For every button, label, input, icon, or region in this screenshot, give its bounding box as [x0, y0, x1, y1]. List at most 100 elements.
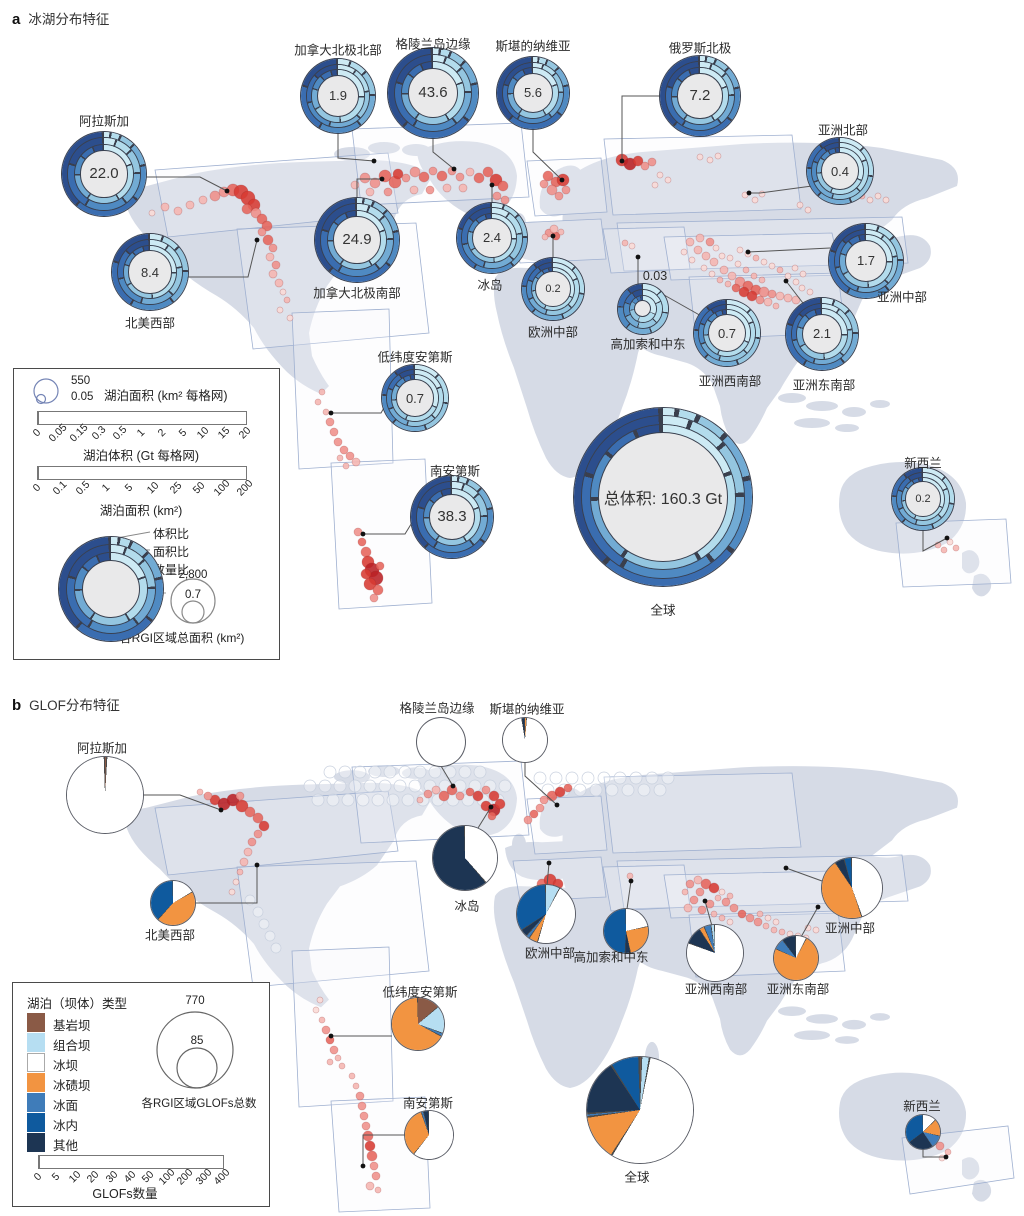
donut-ring-3: 8.4 [123, 245, 177, 299]
lake-dot [314, 398, 322, 406]
glof-dot [718, 888, 726, 896]
glof-dot [653, 783, 667, 797]
lake-dot [792, 278, 800, 286]
glof-dot [554, 786, 566, 798]
glof-dot [737, 909, 747, 919]
donut-can-arctic-n: 1.9 [301, 59, 375, 133]
donut-ring-2: 0.4 [812, 143, 868, 199]
donut-new-zealand: 0.2 [892, 468, 954, 530]
donut-ring-2: 8.4 [117, 239, 183, 305]
region-label-greenland: 格陵兰岛边缘 [395, 37, 471, 52]
pie-c-europe [517, 885, 575, 943]
lake-dot [758, 190, 766, 198]
glof-number-label: GLOFs数量 [92, 1187, 158, 1201]
lake-dot [758, 286, 770, 298]
lake-dot [428, 166, 438, 176]
glof-dot [311, 793, 325, 807]
dam-type-swatch-englacial [27, 1113, 45, 1132]
dam-type-swatch-bedrock [27, 1013, 45, 1032]
glof-dot [605, 783, 619, 797]
lake-dot [262, 234, 274, 246]
donut-low-andes: 0.7 [382, 365, 448, 431]
donut-center-value: 8.4 [128, 250, 172, 294]
lake-dot [455, 172, 465, 182]
pie-greenland [417, 718, 465, 766]
lake-dot [173, 206, 183, 216]
lake-dot [718, 252, 726, 260]
lake-dot [946, 538, 954, 546]
lake-dot [952, 544, 960, 552]
donut-center-value: 7.2 [677, 73, 723, 119]
pie-c-asia [822, 858, 882, 918]
leader-line-greenland [432, 138, 455, 170]
region-label-na-west: 北美西部 [124, 316, 176, 331]
glof-dot [352, 1082, 360, 1090]
donut-caucasus [618, 284, 668, 334]
leader-line-alaska [143, 794, 222, 811]
map-anchor-dot-can-arctic-n [371, 158, 377, 164]
lake-dot [274, 278, 284, 288]
region-label-global-b: 全球 [624, 1170, 650, 1185]
dam-type-label-supraglacial: 冰面 [53, 1099, 79, 1113]
map-anchor-dot-alaska [224, 188, 230, 194]
donut-center-value: 0.2 [535, 271, 571, 307]
donut-iceland: 2.4 [457, 203, 527, 273]
region-label-s-andes: 南安第斯 [429, 464, 481, 479]
glof-dot [203, 791, 213, 801]
lake-dot [685, 237, 695, 247]
lake-dot [325, 417, 335, 427]
glof-dot [812, 926, 820, 934]
donut-ring-2: 1.9 [306, 64, 370, 128]
lake-dot [772, 302, 780, 310]
glof-dot [465, 787, 475, 797]
rgi-region-box [154, 790, 399, 876]
dam-type-swatch-other [27, 1133, 45, 1152]
lake-dot [726, 254, 734, 262]
donut-center-value: 0.4 [821, 152, 859, 190]
pie-na-west [151, 881, 195, 925]
region-label-alaska-b: 阿拉斯加 [76, 741, 128, 756]
donut-ring-2: 0.7 [699, 305, 755, 361]
glof-dot [718, 914, 726, 922]
pie-se-asia [774, 936, 818, 980]
lake-dot [804, 206, 812, 214]
lake-dot [350, 180, 360, 190]
lake-dot [796, 201, 804, 209]
leader-line-na-west [188, 239, 258, 278]
donut-global: 总体积: 160.3 Gt [574, 408, 752, 586]
glof-dot [371, 1171, 381, 1181]
lake-dot [750, 272, 758, 280]
donut-ring-3: 0.7 [704, 310, 750, 356]
glof-dot [363, 779, 377, 793]
ring-key-volume: 体积比 [153, 527, 190, 541]
map-anchor-dot-can-arctic-s [379, 176, 385, 182]
donut-n-asia: 0.4 [807, 138, 873, 204]
lake-dot [688, 256, 696, 264]
map-anchor-dot-c-europe [550, 233, 556, 239]
region-label-n-asia: 亚洲北部 [817, 123, 869, 138]
map-anchor-dot-caucasus [628, 878, 634, 884]
lake-dot [209, 190, 221, 202]
leader-line-new-zealand [922, 1148, 946, 1158]
size-symbol-big-value: 550 [71, 375, 91, 387]
glof-dot [481, 785, 491, 795]
glof-dot [253, 829, 263, 839]
glof-dot [581, 771, 595, 785]
glof-dot [356, 793, 370, 807]
glof-dot [357, 1101, 367, 1111]
glof-dot [756, 910, 764, 918]
map-anchor-dot-alaska [218, 807, 224, 813]
map-anchor-dot-s-andes [360, 531, 366, 537]
glof-dot [398, 765, 412, 779]
donut-ring-3: 38.3 [423, 488, 481, 546]
leader-line-caucasus [626, 880, 632, 910]
region-label-can-arctic-n: 加拿大北极北部 [294, 43, 382, 58]
donut-ring-3: 0.2 [901, 477, 945, 521]
region-label-c-europe: 欧洲中部 [527, 325, 579, 340]
lake-dot [806, 288, 814, 296]
donut-center-value: 0.7 [396, 379, 434, 417]
lake-dot [866, 196, 874, 204]
lake-dot [734, 260, 742, 268]
donut-ring-3: 总体积: 160.3 Gt [590, 424, 736, 570]
donut-center-value [634, 300, 652, 318]
